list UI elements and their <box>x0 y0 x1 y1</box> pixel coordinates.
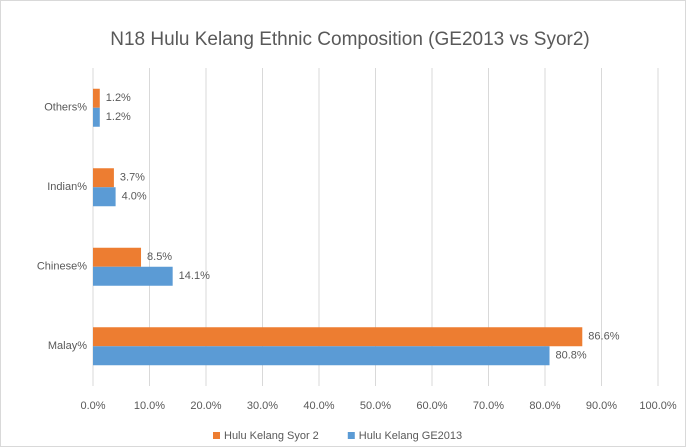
data-label: 14.1% <box>179 270 210 282</box>
x-tick-label: 90.0% <box>586 400 617 412</box>
bar <box>93 168 114 188</box>
bar <box>93 266 173 286</box>
data-label: 1.2% <box>106 111 131 123</box>
data-label: 86.6% <box>588 331 619 343</box>
y-tick-label: Others% <box>44 102 87 114</box>
data-label: 4.0% <box>122 191 147 203</box>
bar <box>93 187 116 207</box>
legend-label: Hulu Kelang Syor 2 <box>224 430 319 442</box>
bar <box>93 327 583 347</box>
x-tick-label: 0.0% <box>80 400 105 412</box>
x-tick-label: 10.0% <box>134 400 165 412</box>
legend-swatch <box>347 432 355 439</box>
x-tick-label: 50.0% <box>360 400 391 412</box>
x-tick-label: 40.0% <box>303 400 334 412</box>
legend-swatch <box>213 432 220 439</box>
data-label: 3.7% <box>120 172 145 184</box>
data-label: 80.8% <box>556 350 587 362</box>
bar <box>93 247 142 267</box>
x-tick-label: 70.0% <box>473 400 504 412</box>
bar <box>93 346 550 366</box>
y-tick-label: Chinese% <box>37 261 87 273</box>
bar <box>93 107 100 127</box>
x-tick-label: 80.0% <box>529 400 560 412</box>
x-tick-label: 20.0% <box>190 400 221 412</box>
data-label: 8.5% <box>147 251 172 263</box>
bar <box>93 88 100 108</box>
x-tick-label: 100.0% <box>639 400 677 412</box>
data-label: 1.2% <box>106 92 131 104</box>
x-tick-label: 30.0% <box>247 400 278 412</box>
chart-title: N18 Hulu Kelang Ethnic Composition (GE20… <box>110 29 589 50</box>
x-tick-label: 60.0% <box>416 400 447 412</box>
y-tick-label: Malay% <box>48 340 87 352</box>
legend-label: Hulu Kelang GE2013 <box>359 430 462 442</box>
y-tick-label: Indian% <box>47 181 87 193</box>
